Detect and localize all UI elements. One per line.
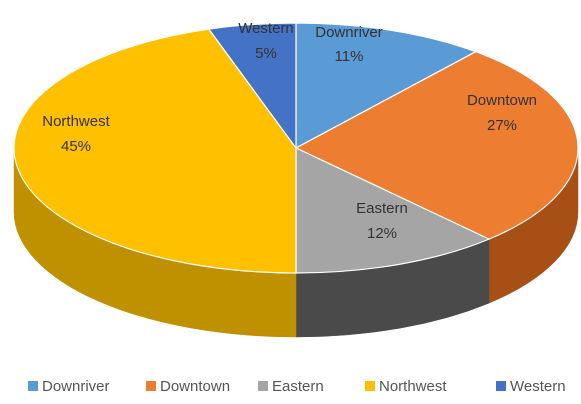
- data-label-downriver-name: Downriver: [315, 24, 383, 41]
- legend-swatch-western: [496, 381, 506, 391]
- legend-label-western: Western: [510, 378, 566, 395]
- pie-tops: [13, 22, 579, 274]
- data-label-downtown-value: 27%: [487, 117, 517, 134]
- legend-item-western: Western: [496, 378, 566, 395]
- data-label-northwest-value: 45%: [61, 138, 91, 155]
- pie-slice-eastern: [295, 147, 490, 274]
- data-label-northwest-name: Northwest: [42, 113, 110, 130]
- data-label-western-value: 5%: [255, 45, 277, 62]
- data-label-eastern-name: Eastern: [356, 200, 408, 217]
- pie-slice-northwest: [13, 28, 297, 274]
- legend-item-eastern: Eastern: [258, 378, 324, 395]
- legend-item-downtown: Downtown: [146, 378, 230, 395]
- legend-label-northwest: Northwest: [379, 378, 447, 395]
- data-label-western-name: Western: [238, 20, 294, 37]
- legend-swatch-downtown: [146, 381, 156, 391]
- pie-slice-downtown: [295, 51, 579, 240]
- pie-slice-western: [208, 22, 297, 149]
- data-label-eastern-value: 12%: [367, 225, 397, 242]
- legend-item-downriver: Downriver: [28, 378, 110, 395]
- legend-swatch-northwest: [365, 381, 375, 391]
- data-label-downtown-name: Downtown: [467, 92, 537, 109]
- pie-slice-downriver: [295, 22, 477, 149]
- legend-swatch-downriver: [28, 381, 38, 391]
- pie-labels: Downriver 11% Downtown 27% Eastern 12% Northwe…: [42, 20, 537, 242]
- legend-swatch-eastern: [258, 381, 268, 391]
- legend-label-downtown: Downtown: [160, 378, 230, 395]
- pie-sides: [13, 147, 579, 338]
- legend-item-northwest: Northwest: [365, 378, 447, 395]
- data-label-downriver-value: 11%: [335, 48, 364, 65]
- legend-label-downriver: Downriver: [42, 378, 110, 395]
- legend-label-eastern: Eastern: [272, 378, 324, 395]
- legend: Downriver Downtown Eastern Northwest Western: [28, 378, 566, 395]
